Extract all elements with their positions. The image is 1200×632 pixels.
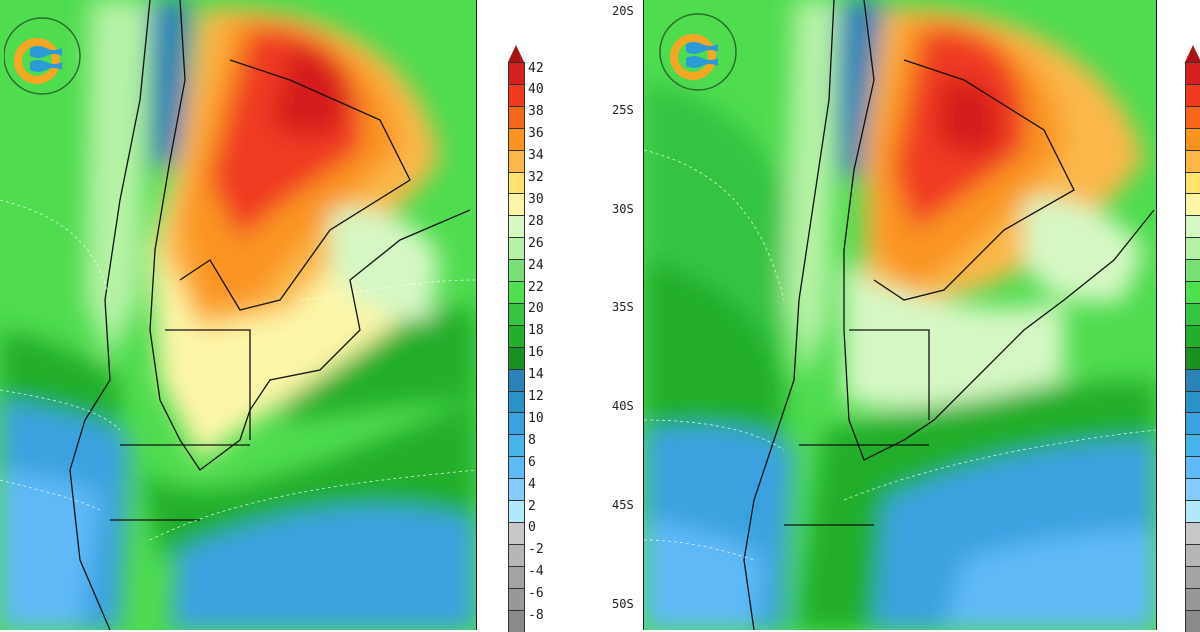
latitude-label: 50S [612, 597, 634, 611]
colorbar-bin [508, 391, 525, 414]
colorbar-bin [508, 434, 525, 457]
colorbar-label: -6 [528, 586, 544, 601]
colorbar-label: -4 [528, 564, 544, 579]
colorbar-bin [1185, 215, 1200, 238]
colorbar-bin [508, 237, 525, 260]
colorbar-bin [1185, 259, 1200, 282]
colorbar-bin [1185, 522, 1200, 545]
colorbar-bin [1185, 303, 1200, 326]
colorbar-bin [1185, 588, 1200, 611]
colorbar-bin [1185, 325, 1200, 348]
colorbar-label: 8 [528, 433, 536, 448]
colorbar-bin [1185, 150, 1200, 173]
colorbar-bin [1185, 237, 1200, 260]
colorbar-bin [1185, 172, 1200, 195]
colorbar-label: 2 [528, 499, 536, 514]
colorbar-label: 22 [528, 280, 544, 295]
colorbar-label: 36 [528, 126, 544, 141]
colorbar-bin [1185, 84, 1200, 107]
colorbar-label: 34 [528, 148, 544, 163]
colorbar-label: 16 [528, 345, 544, 360]
colorbar-bin [1185, 106, 1200, 129]
colorbar-label: 18 [528, 323, 544, 338]
colorbar-bin [508, 544, 525, 567]
colorbar-bin [1185, 62, 1200, 85]
colorbar-bin [1185, 544, 1200, 567]
smn-logo [4, 8, 84, 98]
colorbar-label: 14 [528, 367, 544, 382]
colorbar-bin [1185, 434, 1200, 457]
colorbar-label: 10 [528, 411, 544, 426]
colorbar-label: 4 [528, 477, 536, 492]
colorbar-label: 0 [528, 520, 536, 535]
colorbar-label: 20 [528, 301, 544, 316]
latitude-label: 25S [612, 103, 634, 117]
colorbar-bin [1185, 281, 1200, 304]
colorbar-bin [508, 150, 525, 173]
colorbar-bin [508, 215, 525, 238]
colorbar-bin [508, 84, 525, 107]
colorbar-label: -2 [528, 542, 544, 557]
colorbar-bin [508, 128, 525, 151]
colorbar-bin [508, 303, 525, 326]
colorbar-bin [508, 259, 525, 282]
colorbar-label: 12 [528, 389, 544, 404]
colorbar-bin [508, 522, 525, 545]
colorbar-bin [508, 456, 525, 479]
temperature-map-left [0, 0, 477, 630]
colorbar-bin [1185, 478, 1200, 501]
colorbar-bin [508, 588, 525, 611]
colorbar-bin [1185, 456, 1200, 479]
colorbar-bin [508, 369, 525, 392]
colorbar-bin [508, 412, 525, 435]
colorbar-bin [508, 478, 525, 501]
colorbar-bin [508, 281, 525, 304]
colorbar-bin [1185, 347, 1200, 370]
colorbar-bin [508, 172, 525, 195]
colorbar-label: 32 [528, 170, 544, 185]
colorbar-label: 30 [528, 192, 544, 207]
colorbar-bin [508, 566, 525, 589]
colorbar-bin [1185, 610, 1200, 632]
temperature-map-right [643, 0, 1157, 630]
colorbar-bin [1185, 500, 1200, 523]
colorbar-bin [1185, 193, 1200, 216]
latitude-label: 30S [612, 202, 634, 216]
colorbar-bin [1185, 412, 1200, 435]
colorbar-label: 6 [528, 455, 536, 470]
colorbar-bin [508, 500, 525, 523]
colorbar-label: 28 [528, 214, 544, 229]
colorbar-bin [508, 325, 525, 348]
colorbar-bin [508, 193, 525, 216]
colorbar-label: 42 [528, 61, 544, 76]
colorbar-bin [1185, 566, 1200, 589]
latitude-label: 45S [612, 498, 634, 512]
colorbar-max-arrow [1185, 45, 1200, 62]
colorbar-label: 40 [528, 82, 544, 97]
colorbar-bin [508, 62, 525, 85]
colorbar-max-arrow [508, 45, 524, 62]
latitude-label: 35S [612, 300, 634, 314]
smn-logo [658, 4, 738, 94]
colorbar-bin [1185, 128, 1200, 151]
colorbar-bin [1185, 369, 1200, 392]
colorbar-label: -8 [528, 608, 544, 623]
colorbar-label: 26 [528, 236, 544, 251]
colorbar-bin [508, 347, 525, 370]
colorbar-bin [1185, 391, 1200, 414]
colorbar-bin [508, 610, 525, 632]
colorbar-label: 38 [528, 104, 544, 119]
colorbar-label: 24 [528, 258, 544, 273]
colorbar-bin [508, 106, 525, 129]
latitude-label: 20S [612, 4, 634, 18]
latitude-label: 40S [612, 399, 634, 413]
